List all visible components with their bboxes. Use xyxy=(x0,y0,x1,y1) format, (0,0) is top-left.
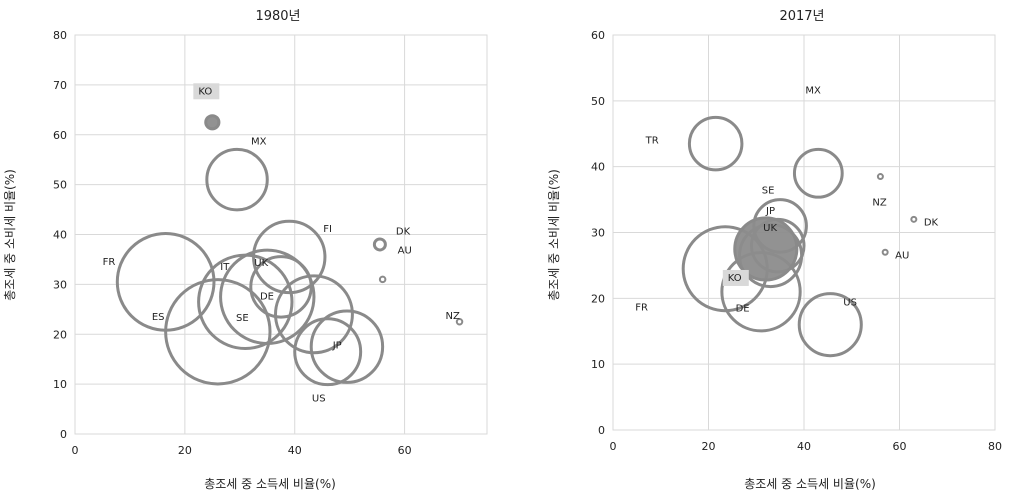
bubble-de xyxy=(274,274,354,355)
x-tick-label: 0 xyxy=(72,444,79,457)
y-tick-label: 70 xyxy=(53,79,67,92)
x-tick-label: 20 xyxy=(178,444,192,457)
point-label-us: US xyxy=(312,394,326,405)
bubble-dk xyxy=(372,237,387,252)
y-tick-label: 50 xyxy=(53,179,67,192)
bubble-au xyxy=(378,275,387,284)
point-label-fr: FR xyxy=(103,257,116,268)
y-tick-label: 40 xyxy=(53,229,67,242)
bubble-ko xyxy=(733,216,799,282)
x-axis-label: 총조세 중 소득세 비율(%) xyxy=(204,477,336,491)
x-axis-label: 총조세 중 소득세 비율(%) xyxy=(744,477,876,491)
bubble-ko xyxy=(204,114,221,131)
highlight-label-bg xyxy=(193,83,220,100)
point-label-uk: UK xyxy=(763,223,777,234)
bubble-us xyxy=(309,309,385,384)
highlight-label-bg xyxy=(722,269,749,286)
y-tick-label: 20 xyxy=(591,292,605,305)
point-label-nz: NZ xyxy=(872,198,886,209)
point-label-fi: FI xyxy=(323,224,332,235)
point-label-au: AU xyxy=(895,250,909,261)
x-tick-label: 80 xyxy=(988,440,1002,453)
point-label-jp: JP xyxy=(765,206,775,217)
point-label-dk: DK xyxy=(396,226,411,237)
point-label-uk: UK xyxy=(254,258,268,269)
point-label-it: IT xyxy=(220,262,230,273)
y-tick-label: 30 xyxy=(53,278,67,291)
x-tick-label: 20 xyxy=(702,440,716,453)
bubble-mx xyxy=(792,147,844,199)
point-label-mx: MX xyxy=(805,85,821,96)
point-label-de: DE xyxy=(736,304,750,315)
bubble-jp xyxy=(293,317,363,387)
point-label-dk: DK xyxy=(924,217,939,228)
y-tick-label: 50 xyxy=(591,95,605,108)
point-label-fr: FR xyxy=(635,303,648,314)
bubble-nz xyxy=(876,173,884,181)
point-label-nz: NZ xyxy=(446,311,460,322)
point-label-mx: MX xyxy=(251,137,267,148)
y-axis-label: 총조세 중 소비세 비율(%) xyxy=(3,169,17,301)
y-tick-label: 30 xyxy=(591,227,605,240)
point-label-jp: JP xyxy=(332,341,342,352)
point-label-es: ES xyxy=(152,312,165,323)
point-label-se: SE xyxy=(236,313,249,324)
point-label-se: SE xyxy=(762,186,775,197)
y-tick-label: 60 xyxy=(53,129,67,142)
bubble-dk xyxy=(910,215,918,223)
point-label-au: AU xyxy=(398,245,412,256)
y-tick-label: 0 xyxy=(598,424,605,437)
x-tick-label: 60 xyxy=(398,444,412,457)
y-tick-label: 80 xyxy=(53,29,67,42)
point-label-us: US xyxy=(843,298,857,309)
y-tick-label: 40 xyxy=(591,161,605,174)
bubble-se xyxy=(249,255,313,319)
point-label-tr: TR xyxy=(645,136,659,147)
bubble-us xyxy=(797,292,863,358)
y-axis-label: 총조세 중 소비세 비율(%) xyxy=(547,169,561,301)
chart-title: 1980년 xyxy=(255,9,300,24)
point-label-de: DE xyxy=(260,291,274,302)
y-tick-label: 60 xyxy=(591,29,605,42)
point-label-ko: KO xyxy=(198,86,212,97)
x-tick-label: 0 xyxy=(610,440,617,453)
y-tick-label: 20 xyxy=(53,328,67,341)
bubble-mx xyxy=(205,147,269,212)
x-tick-label: 60 xyxy=(893,440,907,453)
bubble-it xyxy=(197,253,294,351)
bubble-au xyxy=(881,248,889,256)
x-tick-label: 40 xyxy=(288,444,302,457)
y-tick-label: 10 xyxy=(591,358,605,371)
bubble-nz xyxy=(455,318,464,326)
chart-title: 2017년 xyxy=(779,9,824,24)
bubble-tr xyxy=(687,115,744,172)
y-tick-label: 10 xyxy=(53,378,67,391)
bubble-es xyxy=(164,278,272,386)
y-tick-label: 0 xyxy=(60,428,67,441)
point-label-ko: KO xyxy=(728,273,742,284)
x-tick-label: 40 xyxy=(797,440,811,453)
